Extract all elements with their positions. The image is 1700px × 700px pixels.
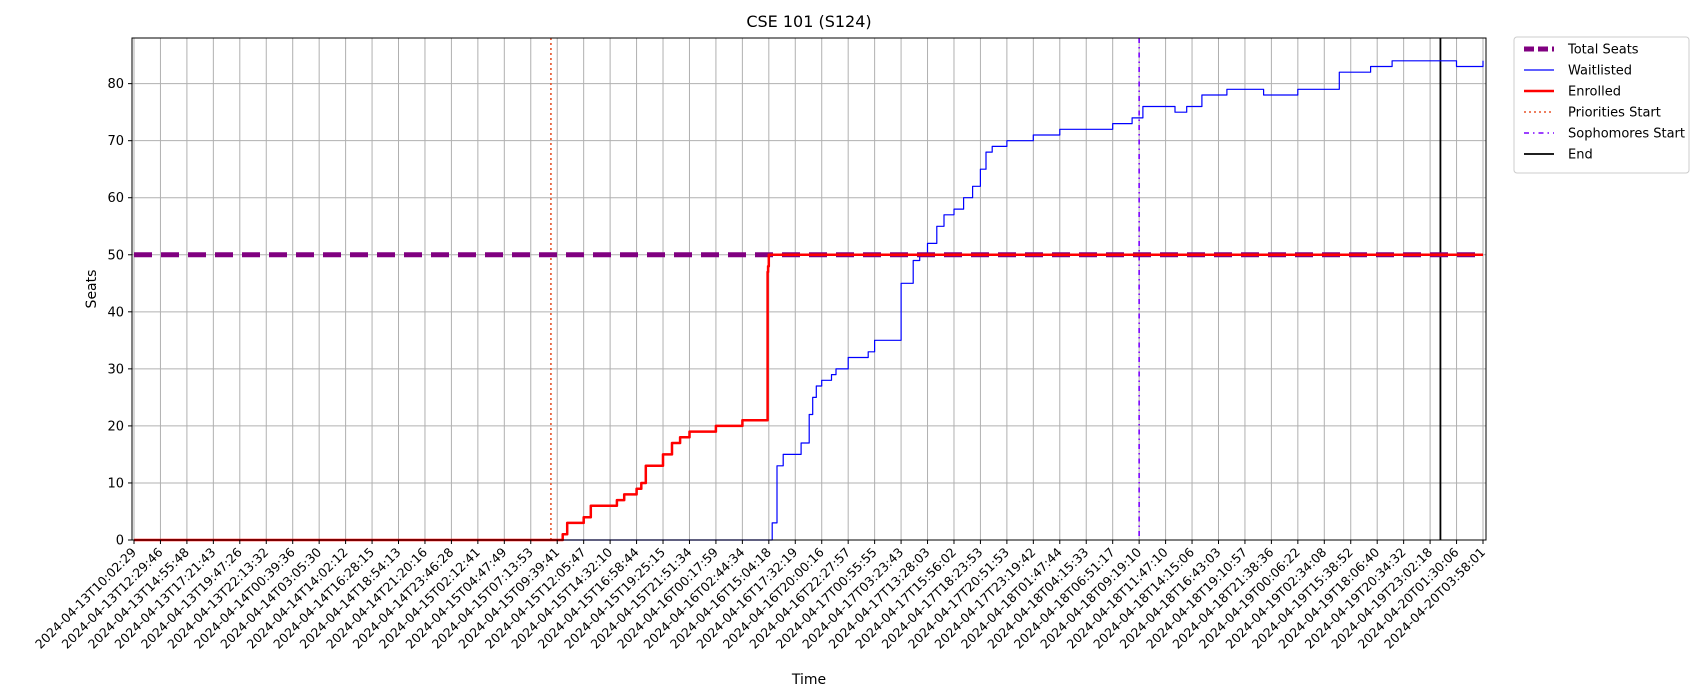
y-tick-label: 20 <box>107 419 124 434</box>
y-tick-label: 40 <box>107 305 124 320</box>
legend-label: Total Seats <box>1567 43 1639 58</box>
legend-label: End <box>1568 148 1593 163</box>
grid <box>132 38 1486 541</box>
x-axis-label: Time <box>791 672 826 688</box>
y-tick-label: 30 <box>107 362 124 377</box>
series-lines <box>134 60 1484 542</box>
y-tick-label: 10 <box>107 476 124 491</box>
y-tick-label: 50 <box>107 248 124 263</box>
y-axis: 0 10 20 30 40 50 60 70 80 <box>107 77 132 549</box>
x-axis: 2024-04-13T10:02:292024-04-13T12:29:4620… <box>32 540 1488 652</box>
legend-label: Priorities Start <box>1568 106 1661 121</box>
legend-label: Waitlisted <box>1568 64 1632 79</box>
y-tick-label: 0 <box>116 534 124 549</box>
y-tick-label: 80 <box>107 77 124 92</box>
series-waitlisted <box>134 60 1484 541</box>
legend-box <box>1513 36 1690 174</box>
y-tick-label: 60 <box>107 191 124 206</box>
plot-frame <box>131 37 1487 541</box>
y-tick-label: 70 <box>107 134 124 149</box>
legend-label: Sophomores Start <box>1568 127 1685 142</box>
vertical-markers <box>550 38 1442 540</box>
legend: Total Seats Waitlisted Enrolled Priorities … <box>1513 36 1690 174</box>
y-axis-label: Seats <box>84 270 100 309</box>
chart-title: CSE 101 (S124) <box>746 12 871 31</box>
series-enrolled <box>134 253 1483 542</box>
legend-label: Enrolled <box>1568 85 1621 100</box>
